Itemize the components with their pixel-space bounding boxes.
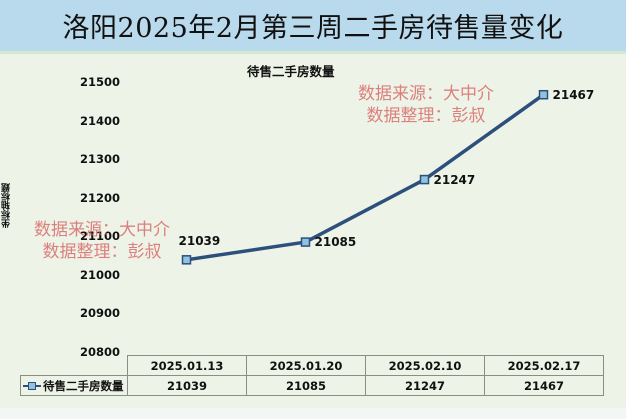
y-tick-label: 21200: [79, 191, 120, 205]
bottom-strip: [0, 408, 626, 419]
watermark-line: 数据来源：大中介: [358, 84, 494, 104]
y-tick-label: 20900: [79, 306, 120, 320]
table-header-cell: 2025.02.10: [365, 355, 485, 376]
data-point-marker: [419, 174, 430, 185]
data-label: 21467: [552, 87, 595, 102]
title-bar: 洛阳2025年2月第三周二手房待售量变化: [0, 0, 626, 54]
data-label: 21247: [433, 172, 476, 187]
data-point-marker: [538, 89, 549, 100]
legend-label: 待售二手房数量: [43, 378, 124, 393]
chart-title: 待售二手房数量: [247, 64, 335, 79]
watermark-line: 数据来源：大中介: [34, 220, 170, 240]
page-title: 洛阳2025年2月第三周二手房待售量变化: [62, 13, 564, 44]
table-header-cell: 2025.01.13: [127, 355, 247, 376]
data-label: 21085: [314, 235, 357, 250]
table-header-cell: 2025.02.17: [484, 355, 604, 376]
table-row: 待售二手房数量 21039 21085 21247 21467: [20, 375, 604, 396]
y-tick-label: 21000: [79, 268, 120, 282]
legend-line-marker-icon: [23, 381, 41, 391]
legend-entry: 待售二手房数量: [20, 375, 128, 396]
table-cell: 21039: [127, 375, 247, 396]
watermark: 数据来源：大中介 数据整理：彭叔: [358, 83, 494, 127]
series-markers: [181, 89, 549, 265]
table-cell: 21467: [484, 375, 604, 396]
y-tick-label: 21500: [79, 75, 120, 89]
watermark: 数据来源：大中介 数据整理：彭叔: [34, 219, 170, 263]
y-tick-label: 21100: [79, 229, 120, 243]
data-table: 2025.01.13 2025.01.20 2025.02.10 2025.02…: [20, 355, 604, 396]
table-header-row: 2025.01.13 2025.01.20 2025.02.10 2025.02…: [20, 355, 604, 376]
data-point-marker: [300, 237, 311, 247]
y-tick-label: 21300: [79, 152, 120, 166]
table-corner: [20, 355, 128, 376]
watermark-line: 数据整理：彭叔: [366, 106, 486, 126]
series-line: [186, 93, 545, 262]
data-label: 21039: [178, 233, 221, 248]
watermark-line: 数据整理：彭叔: [42, 242, 162, 262]
y-tick-label: 21400: [79, 114, 120, 128]
table-header-cell: 2025.01.20: [246, 355, 366, 376]
data-point-marker: [181, 255, 192, 265]
chart-area: [0, 57, 626, 409]
table-cell: 21085: [246, 375, 366, 396]
table-cell: 21247: [365, 375, 485, 396]
